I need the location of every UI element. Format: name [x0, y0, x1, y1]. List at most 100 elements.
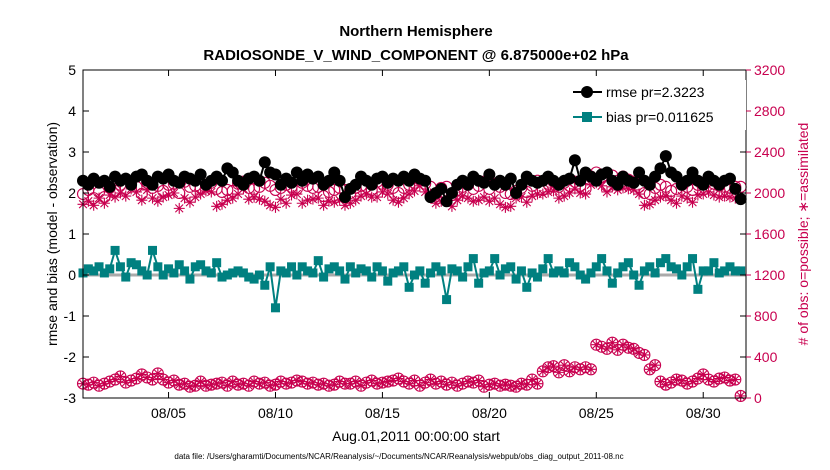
- rmse-point: [563, 172, 576, 185]
- assimilated-obs-lower-point: [270, 379, 281, 390]
- assimilated-obs-point: [574, 187, 586, 199]
- bias-point: [677, 270, 687, 280]
- bias-point: [383, 276, 393, 286]
- bias-point: [388, 268, 398, 278]
- bias-point: [158, 270, 168, 280]
- bias-point: [137, 266, 147, 276]
- assimilated-obs-lower-point: [115, 371, 126, 382]
- y-tick-label-right: 2800: [754, 103, 785, 119]
- assimilated-obs-point: [414, 180, 426, 192]
- assimilated-obs-point: [221, 194, 233, 206]
- assimilated-obs-point: [264, 199, 276, 211]
- bias-point: [372, 262, 382, 272]
- assimilated-obs-point: [291, 188, 303, 200]
- x-tick-label: 08/10: [258, 405, 293, 421]
- assimilated-obs-point: [515, 191, 527, 203]
- assimilated-obs-point: [88, 199, 100, 211]
- rmse-point: [627, 176, 640, 189]
- assimilated-obs-point: [564, 187, 576, 199]
- bias-point: [554, 266, 564, 276]
- rmse-point: [723, 172, 736, 185]
- assimilated-obs-lower-point: [585, 364, 596, 375]
- assimilated-obs-point: [419, 186, 431, 198]
- assimilated-obs-lower-point: [190, 380, 201, 391]
- assimilated-obs-point: [580, 188, 592, 200]
- assimilated-obs-point: [660, 190, 672, 202]
- bias-point: [399, 262, 409, 272]
- assimilated-obs-point: [430, 197, 442, 209]
- bias-point: [500, 264, 510, 274]
- assimilated-obs-lower-point: [152, 368, 163, 379]
- bias-point: [292, 270, 302, 280]
- rmse-point: [729, 182, 742, 195]
- assimilated-obs-point: [371, 191, 383, 203]
- assimilated-obs-point: [703, 186, 715, 198]
- bias-point: [238, 268, 248, 278]
- legend-bias-marker: [582, 112, 592, 122]
- assimilated-obs-point: [622, 183, 634, 195]
- bias-point: [575, 270, 585, 280]
- x-tick-label: 08/30: [686, 405, 721, 421]
- legend-rmse-marker: [581, 86, 593, 98]
- bias-point: [254, 270, 264, 280]
- y-tick-label-left: 0: [68, 267, 76, 283]
- rmse-point: [285, 176, 298, 189]
- assimilated-obs-point: [398, 192, 410, 204]
- assimilated-obs-lower-point: [131, 373, 142, 384]
- rmse-point: [103, 180, 116, 193]
- assimilated-obs-point: [628, 184, 640, 196]
- assimilated-obs-point: [601, 186, 613, 198]
- assimilated-obs-lower-point: [409, 375, 420, 386]
- y-tick-label-left: -2: [64, 349, 77, 365]
- assimilated-obs-point: [483, 195, 495, 207]
- footer-data-file: data file: /Users/gharamti/Documents/NCA…: [174, 452, 623, 461]
- assimilated-obs-lower-point: [628, 343, 639, 354]
- assimilated-obs-lower-point: [227, 376, 238, 387]
- x-tick-label: 08/05: [151, 405, 186, 421]
- assimilated-obs-lower-point: [366, 375, 377, 386]
- assimilated-obs-lower-point: [147, 374, 158, 385]
- assimilated-obs-point: [179, 192, 191, 204]
- bias-point: [538, 264, 548, 274]
- assimilated-obs-point: [665, 194, 677, 206]
- bias-point: [613, 268, 623, 278]
- assimilated-obs-point: [708, 189, 720, 201]
- assimilated-obs-point: [173, 202, 185, 214]
- rmse-point: [504, 172, 517, 185]
- legend-rmse-label: rmse pr=2.3223: [606, 84, 705, 100]
- assimilated-obs-point: [409, 185, 420, 197]
- assimilated-obs-lower-point: [446, 377, 457, 388]
- y-tick-label-right: 3200: [754, 62, 785, 78]
- assimilated-obs-lower-point: [195, 376, 206, 387]
- chart-title: Northern Hemisphere: [339, 23, 492, 40]
- bias-point: [196, 260, 206, 270]
- bias-point: [714, 268, 724, 278]
- legend: rmse pr=2.3223 bias pr=0.011625: [568, 80, 746, 130]
- assimilated-obs-point: [163, 189, 175, 201]
- assimilated-obs-lower-point: [521, 379, 532, 390]
- assimilated-obs-point: [387, 194, 399, 206]
- bias-point: [351, 268, 361, 278]
- assimilated-obs-lower-point: [564, 366, 575, 377]
- y-tick-label-right: 1200: [754, 267, 785, 283]
- y-tick-label-right: 2000: [754, 185, 785, 201]
- bias-point: [303, 266, 313, 276]
- bias-point: [410, 270, 419, 280]
- assimilated-obs-lower-point: [168, 375, 179, 386]
- assimilated-obs-lower-point: [420, 377, 431, 388]
- assimilated-obs-lower-point: [698, 369, 709, 380]
- assimilated-obs-lower-point: [537, 366, 548, 377]
- assimilated-obs-point: [157, 191, 169, 203]
- rmse-point: [659, 150, 672, 163]
- assimilated-obs-point: [248, 191, 260, 203]
- assimilated-obs-point: [318, 199, 330, 211]
- assimilated-obs-point: [724, 191, 736, 203]
- bias-point: [511, 274, 521, 284]
- assimilated-obs-lower-point: [553, 367, 564, 378]
- rmse-point: [435, 182, 448, 195]
- assimilated-obs-lower-point: [356, 380, 367, 391]
- bias-point: [463, 262, 473, 272]
- bias-point: [180, 266, 190, 276]
- bias-point: [736, 266, 746, 276]
- assimilated-obs-point: [537, 188, 549, 200]
